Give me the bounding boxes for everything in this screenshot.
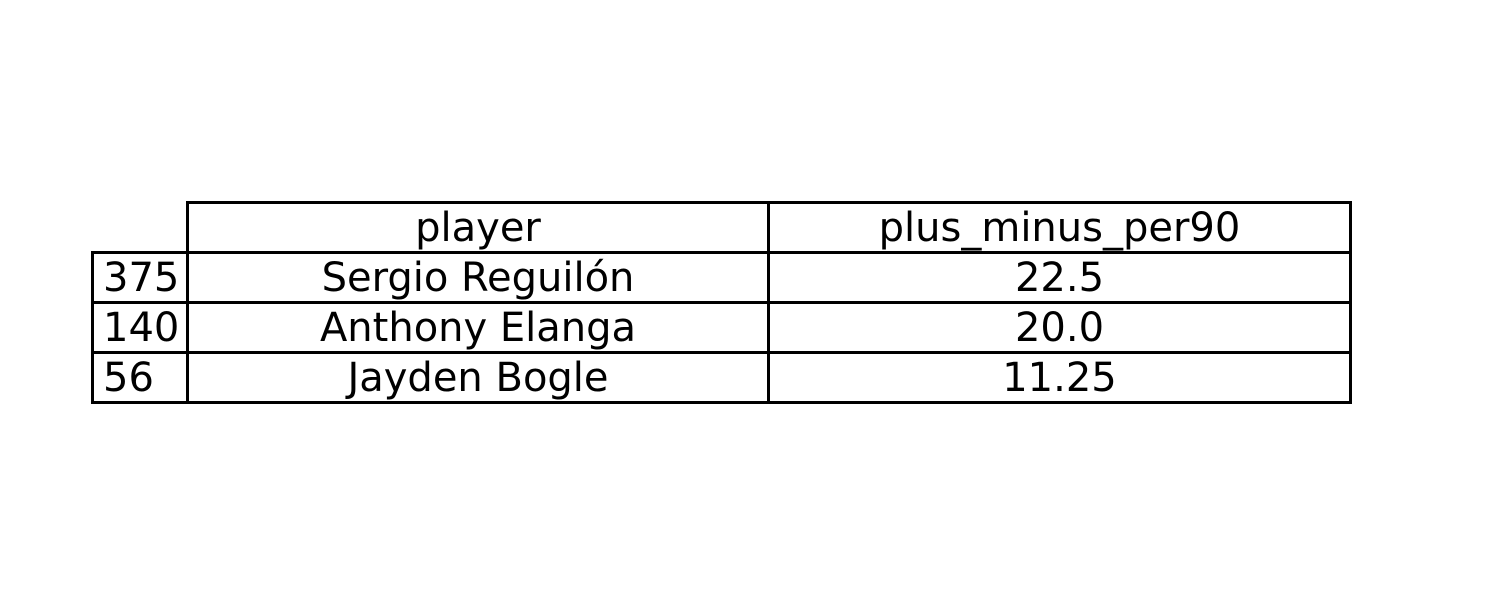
table-cell-plus-minus-per90: 20.0 — [767, 301, 1352, 354]
table-cell-plus-minus-per90-text: 20.0 — [1014, 304, 1105, 351]
row-index-cell-text: 56 — [103, 354, 154, 401]
row-index-cell: 56 — [91, 351, 189, 404]
table-cell-plus-minus-per90: 11.25 — [767, 351, 1352, 404]
table-cell-plus-minus-per90-text: 11.25 — [1002, 354, 1117, 401]
table-cell-player: Jayden Bogle — [186, 351, 770, 404]
table-cell-plus-minus-per90: 22.5 — [767, 251, 1352, 304]
column-header-plus-minus-per90: plus_minus_per90 — [767, 201, 1352, 254]
row-index-cell-text: 140 — [103, 304, 180, 351]
table-cell-player-text: Sergio Reguilón — [321, 254, 635, 301]
table-cell-player-text: Anthony Elanga — [319, 304, 637, 351]
column-header-plus-minus-per90-text: plus_minus_per90 — [878, 204, 1241, 251]
column-header-player: player — [186, 201, 770, 254]
table-cell-player: Anthony Elanga — [186, 301, 770, 354]
column-header-player-text: player — [415, 204, 541, 251]
row-index-cell: 140 — [91, 301, 189, 354]
table-cell-player-text: Jayden Bogle — [347, 354, 609, 401]
row-index-cell-text: 375 — [103, 254, 180, 301]
table-cell-player: Sergio Reguilón — [186, 251, 770, 304]
table-cell-plus-minus-per90-text: 22.5 — [1014, 254, 1105, 301]
row-index-cell: 375 — [91, 251, 189, 304]
